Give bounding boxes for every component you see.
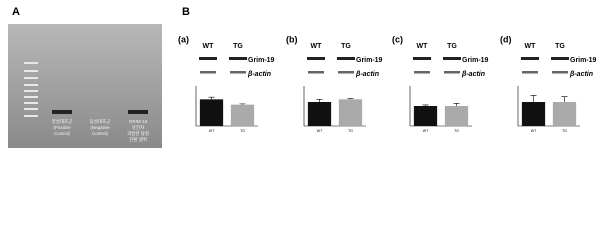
panel-label: B: [182, 6, 190, 18]
blot-band: [521, 57, 539, 60]
lane-label: 전환 생쥐: [129, 136, 147, 143]
error-bar: [208, 96, 215, 100]
blot-band: [443, 57, 461, 60]
lane-label: (Negative: [90, 125, 110, 130]
blot-band: [337, 57, 355, 60]
ladder: [24, 62, 38, 117]
lane-label: TG: [233, 43, 243, 50]
bar: [199, 99, 224, 126]
lane-label: WT: [203, 43, 215, 50]
x-tick-label: WT: [531, 129, 537, 133]
blot-band: [338, 71, 354, 74]
lane-label: WT: [311, 43, 323, 50]
gel-band: [128, 110, 148, 114]
blot-band: [552, 71, 568, 74]
bar: [338, 99, 363, 126]
lane-label: 유전자: [132, 124, 145, 131]
error-bar: [530, 95, 537, 102]
error-bar: [453, 103, 460, 106]
lane-label: GRIM-19: [129, 119, 148, 124]
blot-band: [308, 71, 324, 74]
lane-label: TG: [341, 43, 351, 50]
subpanel-label: (b): [286, 34, 298, 44]
lane-label: 양성대조군: [52, 118, 73, 125]
band-label: β-actin: [461, 71, 485, 78]
bar: [521, 102, 546, 126]
blot-band: [230, 71, 246, 74]
bar: [444, 106, 469, 126]
error-bar: [316, 99, 323, 102]
band-label: Grim-19: [356, 57, 383, 64]
error-bar: [561, 96, 568, 102]
panel-label: A: [12, 6, 20, 18]
x-tick-label: WT: [317, 129, 323, 133]
blot-band: [200, 71, 216, 74]
blot-band: [444, 71, 460, 74]
bar: [230, 104, 255, 126]
band-label: β-actin: [247, 71, 271, 78]
blot-band: [413, 57, 431, 60]
lane-label: Control): [54, 131, 71, 136]
lane-label: TG: [447, 43, 457, 50]
band-label: Grim-19: [570, 57, 597, 64]
x-tick-label: TG: [454, 129, 459, 133]
lane-label: (Positive: [53, 125, 71, 130]
lane-label: 음성대조군: [90, 118, 111, 125]
blot-band: [551, 57, 569, 60]
page: {"panel_a": {"label": "A", "lanes": [["양…: [8, 5, 597, 148]
x-tick-label: TG: [348, 129, 353, 133]
blot-band: [199, 57, 217, 60]
error-bar: [347, 98, 354, 100]
lane-label: WT: [525, 43, 537, 50]
band-label: Grim-19: [462, 57, 489, 64]
subpanel-label: (c): [392, 34, 403, 44]
bar: [307, 102, 332, 126]
lane-label: Control): [92, 131, 109, 136]
x-tick-label: TG: [240, 129, 245, 133]
subpanel-label: (a): [178, 34, 189, 44]
band-label: Grim-19: [248, 57, 275, 64]
error-bar: [422, 104, 429, 106]
figure: A B 양성대조군(PositiveControl)음성대조군(Negative…: [8, 6, 597, 148]
blot-band: [414, 71, 430, 74]
lane-label: 과발현 형질: [127, 130, 149, 137]
error-bar: [239, 103, 246, 105]
blot-band: [307, 57, 325, 60]
blot-band: [522, 71, 538, 74]
subpanel-label: (d): [500, 34, 512, 44]
gel-band: [52, 110, 72, 114]
x-tick-label: WT: [423, 129, 429, 133]
lane-label: TG: [555, 43, 565, 50]
x-tick-label: WT: [209, 129, 215, 133]
x-tick-label: TG: [562, 129, 567, 133]
bar: [413, 106, 438, 126]
band-label: β-actin: [355, 71, 379, 78]
band-label: β-actin: [569, 71, 593, 78]
lane-label: WT: [417, 43, 429, 50]
blot-band: [229, 57, 247, 60]
bar: [552, 102, 577, 126]
